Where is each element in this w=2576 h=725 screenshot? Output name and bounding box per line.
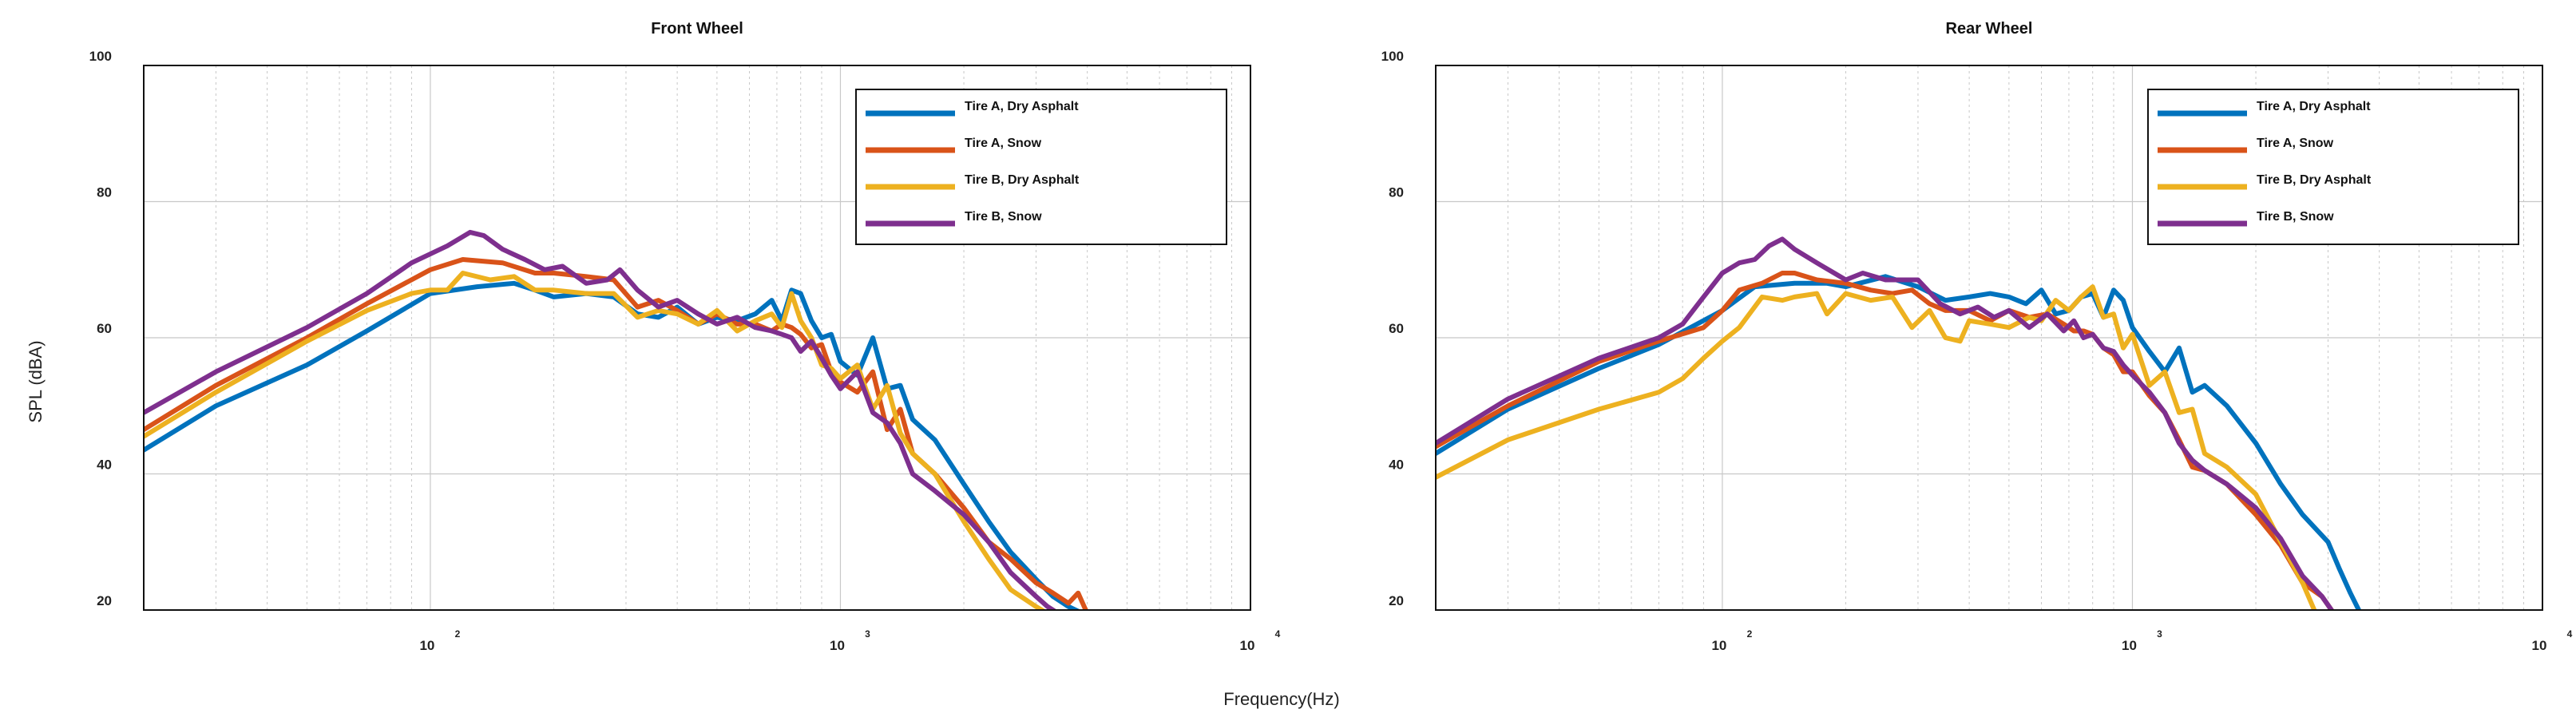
- x-tick-exponent: 4: [1275, 628, 1281, 640]
- x-tick-exponent: 2: [1747, 628, 1753, 640]
- x-tick-label: 10: [830, 638, 845, 653]
- chart-panel-front: 20 40 60 80 100 10 2 10 3 10 4 Front Wheel Tire A, D…: [89, 20, 1281, 653]
- plot-frame: [1435, 65, 2543, 611]
- series-line-tire-a-snow: [1436, 271, 2335, 610]
- x-axis-label: Frequency(Hz): [1223, 689, 1339, 709]
- y-tick-label: 100: [1381, 49, 1404, 64]
- legend-label: Tire B, Snow: [2257, 210, 2334, 224]
- y-tick-label: 80: [1389, 185, 1404, 200]
- chart-title: Front Wheel: [651, 20, 743, 38]
- y-tick-label: 20: [1389, 593, 1404, 608]
- plot-frame: [143, 65, 1251, 611]
- x-tick-exponent: 4: [2567, 628, 2573, 640]
- x-tick-label: 10: [1711, 638, 1726, 653]
- legend-label: Tire B, Dry Asphalt: [2257, 173, 2372, 187]
- legend-label: Tire B, Snow: [965, 210, 1042, 224]
- series-line-tire-b-dry-asphalt: [1436, 284, 2317, 610]
- series-line-tire-a-snow: [144, 257, 1088, 610]
- y-tick-label: 60: [97, 321, 112, 336]
- x-tick-label: 10: [419, 638, 434, 653]
- series-line-tire-b-snow: [144, 229, 1058, 610]
- x-tick-label: 10: [2532, 638, 2547, 653]
- x-tick-label: 10: [2122, 638, 2137, 653]
- series-line-tire-b-dry-asphalt: [144, 271, 1047, 610]
- series-group: [144, 229, 1088, 610]
- legend-label: Tire A, Snow: [965, 137, 1042, 150]
- legend-label: Tire A, Snow: [2257, 137, 2334, 150]
- y-axis-label: SPL (dBA): [26, 340, 46, 422]
- series-line-tire-b-snow: [1436, 236, 2335, 610]
- x-tick-label: 10: [1240, 638, 1255, 653]
- x-tick-exponent: 3: [865, 628, 870, 640]
- y-tick-label: 40: [97, 458, 112, 473]
- legend: Tire A, Dry Asphalt Tire A, Snow Tire B, D…: [855, 89, 1227, 245]
- y-tick-label: 60: [1389, 321, 1404, 336]
- y-tick-label: 100: [89, 49, 112, 64]
- series-line-tire-a-dry-asphalt: [144, 280, 1081, 610]
- y-tick-label: 20: [97, 593, 112, 608]
- series-line-tire-a-dry-asphalt: [1436, 274, 2362, 610]
- x-tick-exponent: 3: [2157, 628, 2162, 640]
- y-tick-label: 40: [1389, 458, 1404, 473]
- legend: Tire A, Dry Asphalt Tire A, Snow Tire B, D…: [2147, 89, 2519, 245]
- chart-title: Rear Wheel: [1946, 20, 2033, 38]
- series-group: [1436, 236, 2362, 610]
- chart-panel-rear: 20 40 60 80 100 10 2 10 3 10 4 Rear Wheel Tire A, Dr…: [1381, 20, 2573, 653]
- legend-label: Tire A, Dry Asphalt: [965, 100, 1079, 113]
- legend-label: Tire B, Dry Asphalt: [965, 173, 1080, 187]
- grid: [1436, 65, 2542, 610]
- x-tick-exponent: 2: [455, 628, 461, 640]
- legend-label: Tire A, Dry Asphalt: [2257, 100, 2371, 113]
- y-tick-label: 80: [97, 185, 112, 200]
